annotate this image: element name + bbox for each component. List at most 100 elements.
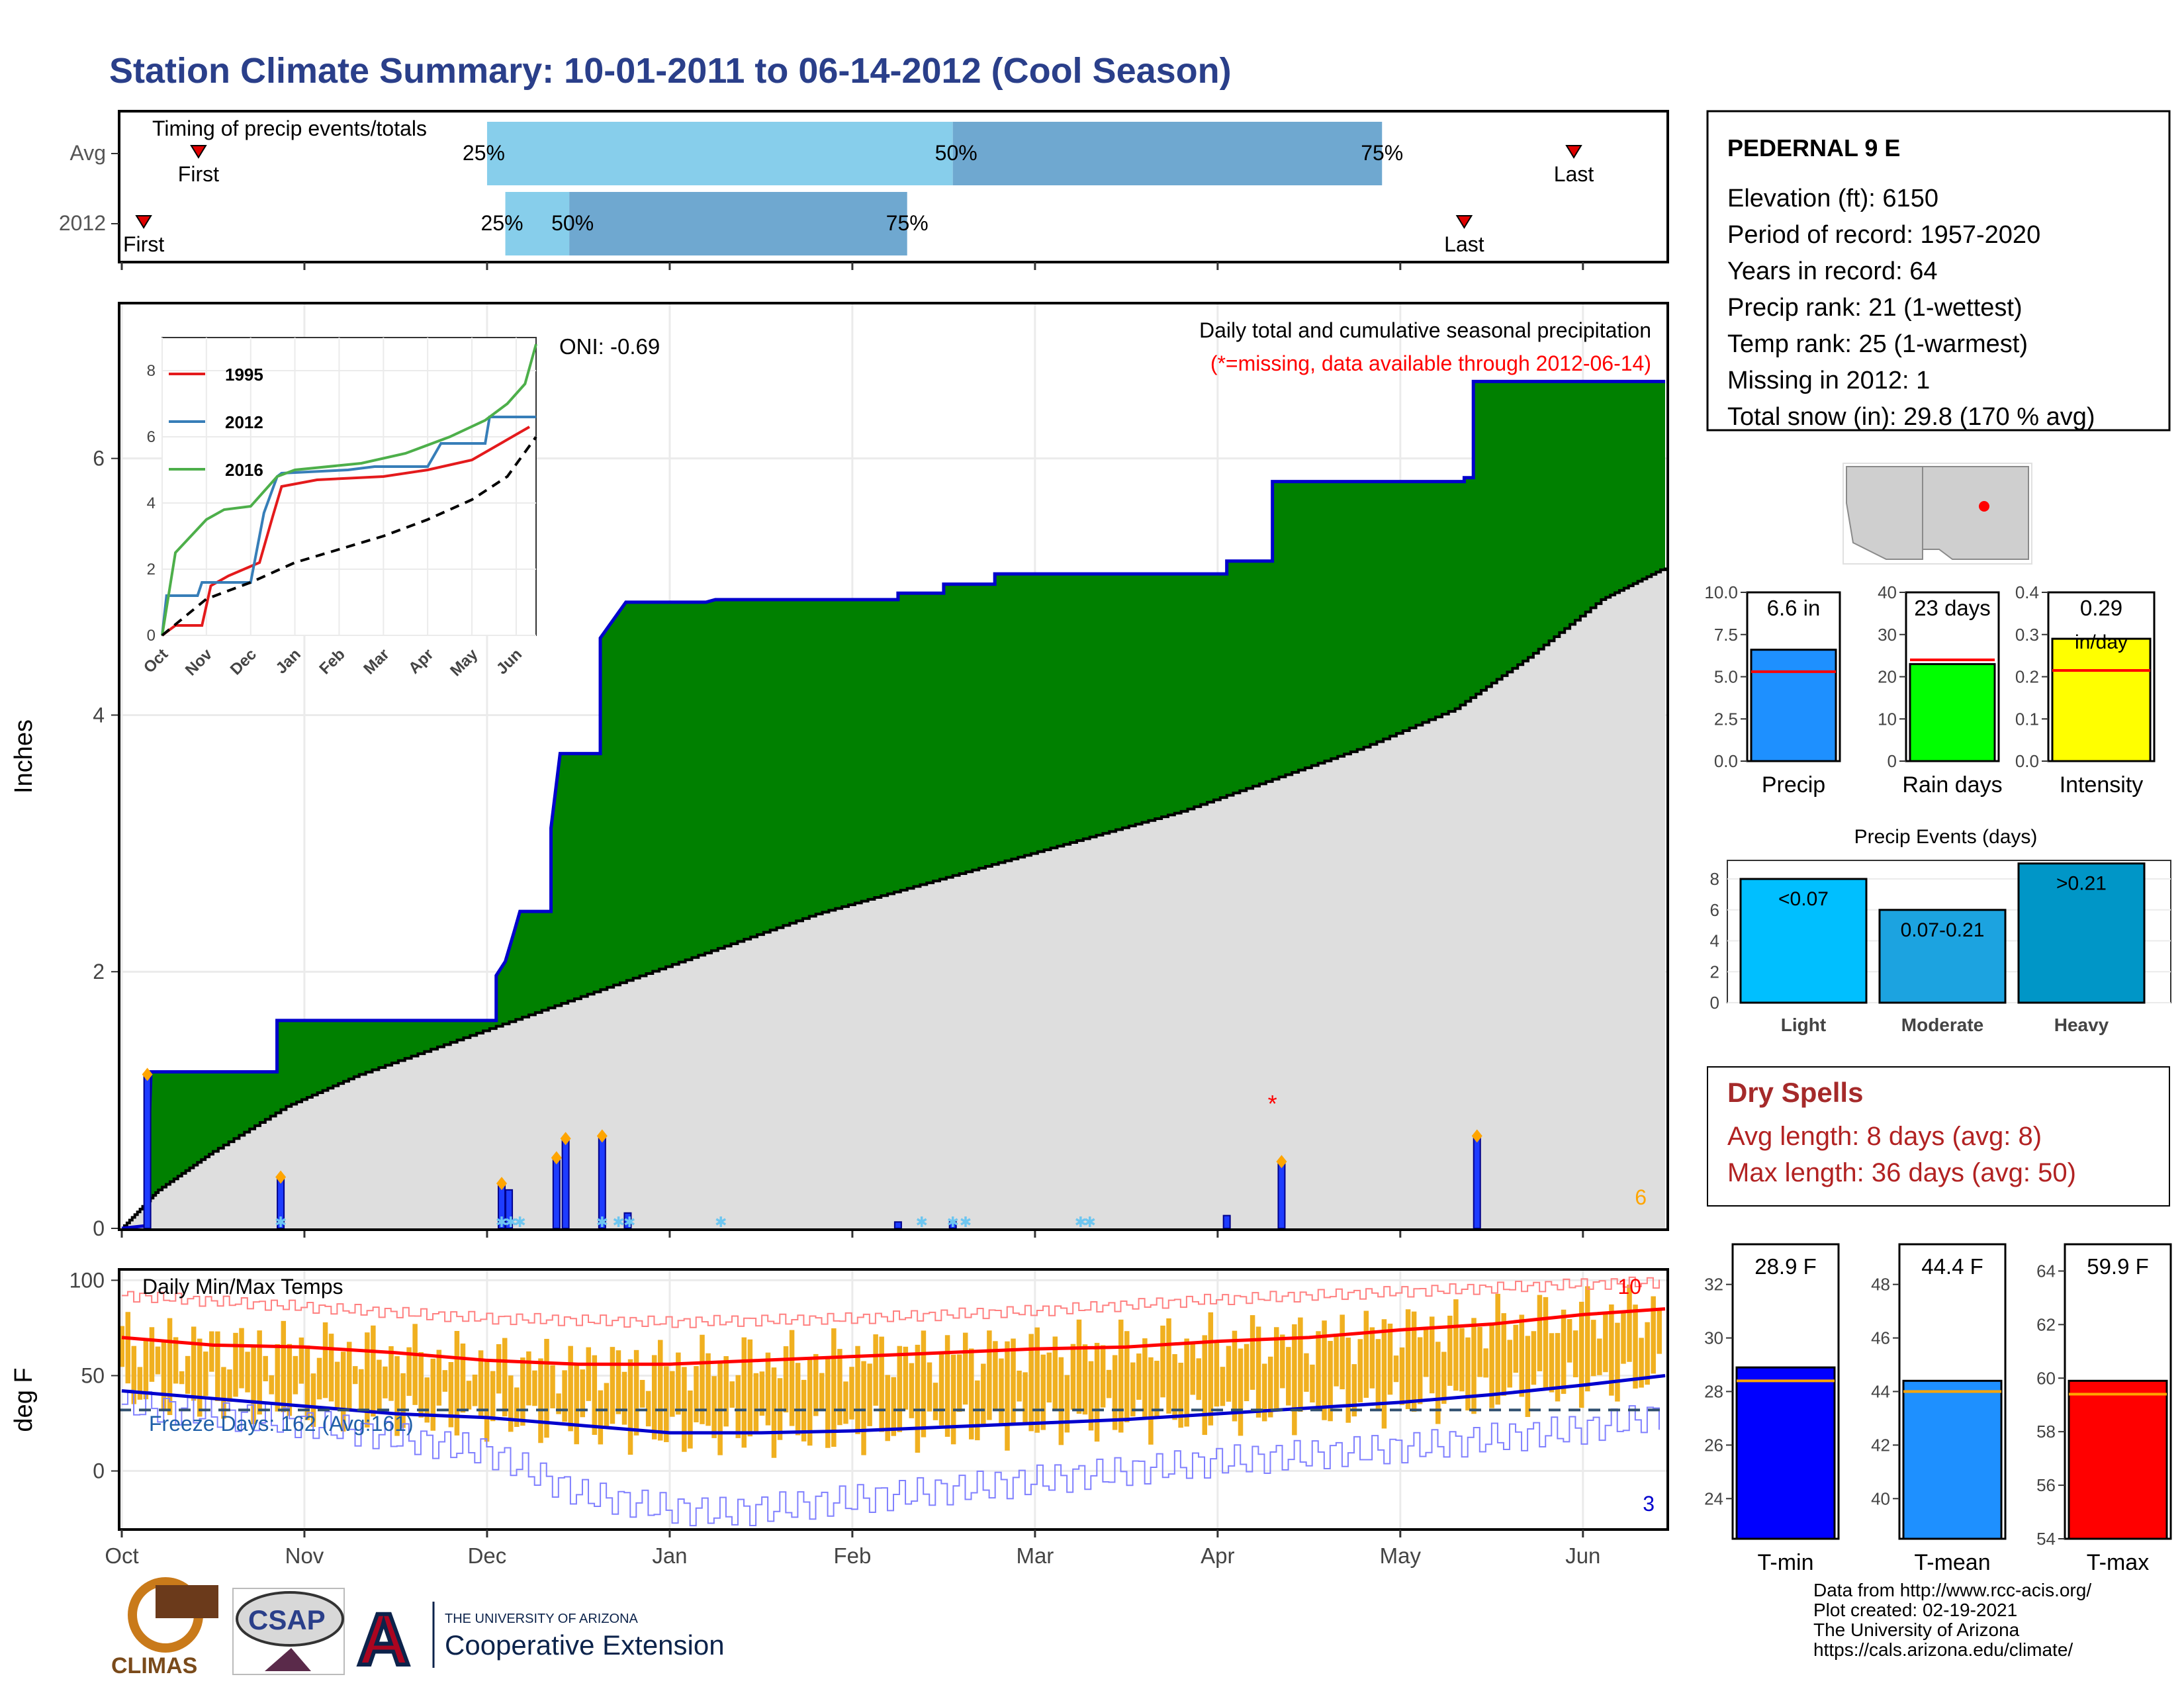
inset-month-label: May (447, 645, 482, 680)
daily-temp-bar (239, 1328, 244, 1389)
daily-temp-bar (1441, 1351, 1447, 1404)
daily-temp-bar (353, 1366, 358, 1385)
station-info-line: Precip rank: 21 (1-wettest) (1727, 294, 2023, 322)
temp-ytick-label: 50 (81, 1363, 105, 1387)
daily-temp-bar (783, 1346, 789, 1413)
daily-temp-bar (1172, 1354, 1177, 1420)
daily-temp-bar (598, 1390, 604, 1445)
daily-temp-bar (1591, 1320, 1596, 1377)
temp-frame (118, 1268, 1669, 1531)
daily-temp-bar (149, 1327, 155, 1382)
daily-temp-bar (322, 1322, 328, 1398)
precip-events-tick-label: 6 (1710, 900, 1719, 920)
daily-temp-bar (1578, 1301, 1584, 1408)
timing-p75-label: 75% (1361, 141, 1403, 165)
ua-logo: A THE UNIVERSITY OF ARIZONA Cooperative … (355, 1597, 725, 1682)
mini-bar-tick-label: 0.3 (2015, 625, 2039, 645)
inset-ytick-label: 4 (147, 494, 156, 512)
timing-first-label: First (123, 232, 164, 256)
daily-temp-bar (1202, 1335, 1208, 1436)
timing-bar-50-75 (569, 192, 907, 255)
daily-temp-bar (562, 1370, 567, 1422)
daily-temp-bar (694, 1366, 699, 1423)
daily-temp-bar (1555, 1333, 1561, 1402)
temp-bar-label: T-mean (1914, 1550, 1990, 1575)
timing-p25-label: 25% (481, 211, 523, 235)
daily-temp-bar (1477, 1326, 1482, 1377)
daily-temp-bar (1609, 1304, 1614, 1396)
precip-events-bar-label: <0.07 (1778, 888, 1829, 910)
mini-bar-unit-label: in/day (2075, 631, 2128, 653)
daily-temp-bar (897, 1346, 903, 1432)
daily-temp-bar (1597, 1338, 1602, 1375)
daily-temp-bar (298, 1337, 304, 1384)
daily-temp-bar (1369, 1327, 1375, 1389)
daily-temp-bar (1190, 1342, 1195, 1395)
daily-temp-bar (1154, 1361, 1160, 1419)
station-info: PEDERNAL 9 E Elevation (ft): 6150 Period … (1706, 110, 2171, 432)
daily-temp-bar (185, 1355, 191, 1394)
climas-wordmark: CLIMAS (111, 1653, 197, 1678)
station-info-line: Years in record: 64 (1727, 257, 1938, 285)
precip-events-category: Heavy (2054, 1015, 2109, 1035)
daily-temp-bar (514, 1387, 520, 1427)
timing-p50-label: 50% (935, 141, 978, 165)
daily-temp-bar (1519, 1314, 1525, 1397)
mini-bar-label: Intensity (2060, 772, 2144, 798)
precip-events-category: Light (1781, 1015, 1826, 1035)
temp-bar-tick-label: 24 (1704, 1488, 1723, 1508)
mini-bar-tick-label: 2.5 (1714, 709, 1738, 729)
daily-temp-bar (1286, 1347, 1291, 1406)
daily-temp-bar (610, 1347, 615, 1424)
daily-temp-bar (1429, 1316, 1435, 1394)
temp-bar-tick-label: 32 (1704, 1275, 1723, 1295)
daily-temp-bar (1507, 1340, 1512, 1388)
daily-temp-bar (657, 1340, 663, 1441)
temp-bar-tick-label: 64 (2036, 1261, 2056, 1281)
daily-temp-bar (574, 1363, 579, 1445)
daily-temp-bar (484, 1361, 490, 1442)
freeze-days-label: Freeze Days: 162 (Avg:161) (149, 1412, 414, 1436)
temp-bar-tick-label: 40 (1871, 1488, 1890, 1508)
daily-temp-bar (1112, 1355, 1118, 1430)
inset-ytick-label: 0 (147, 627, 156, 645)
daily-temp-bar (1267, 1356, 1273, 1418)
temp-bar-tick-label: 26 (1704, 1435, 1723, 1455)
daily-temp-bar (1142, 1338, 1148, 1418)
daily-temp-bar (1106, 1369, 1112, 1398)
daily-temp-bar (125, 1312, 131, 1384)
daily-temp-bar (1465, 1337, 1471, 1411)
daily-temp-bar (688, 1390, 693, 1449)
mini-bar-tick-label: 10.0 (1704, 582, 1738, 602)
precip-events-chart: Precip Events (days) 0 2 4 6 8 <0.07 Light 0.07-… (1710, 826, 2171, 1035)
daily-temp-bar (1232, 1330, 1238, 1422)
record-low-line (122, 1389, 1660, 1527)
daily-temp-bar (747, 1339, 753, 1437)
inset-month-label: Apr (405, 645, 437, 677)
daily-temp-bar (819, 1373, 825, 1412)
month-label: Mar (1016, 1543, 1054, 1568)
timing-label: Timing of precip events/totals (152, 116, 427, 140)
main-subtitle: (*=missing, data available through 2012-… (1210, 351, 1651, 375)
inset-ytick-label: 2 (147, 561, 156, 578)
daily-temp-bar (956, 1354, 962, 1412)
daily-temp-bar (615, 1350, 621, 1414)
daily-temp-bar (1196, 1358, 1201, 1400)
timing-row-label: Avg (69, 141, 106, 165)
daily-temp-bar (538, 1358, 543, 1443)
ua-name: THE UNIVERSITY OF ARIZONA (445, 1612, 639, 1626)
temperature-bars: 24 26 28 30 32 28.9 F T-min 40 42 44 46 48 44.4 F T-m… (1704, 1243, 2172, 1575)
timing-first-marker-icon (190, 145, 207, 159)
daily-temp-bar (711, 1376, 717, 1438)
daily-temp-bar (1615, 1322, 1620, 1402)
daily-temp-bar (173, 1337, 179, 1384)
temp-bar-tick-label: 48 (1871, 1275, 1890, 1295)
daily-temp-bar (442, 1370, 448, 1392)
precip-events-category: Moderate (1901, 1015, 1983, 1035)
dry-spells-box: Dry Spells Avg length: 8 days (avg: 8) M… (1707, 1066, 2170, 1207)
daily-temp-bar (1160, 1325, 1165, 1398)
daily-temp-bar (191, 1326, 197, 1401)
daily-temp-bar (885, 1375, 890, 1441)
daily-temp-bar (1543, 1297, 1549, 1389)
daily-precip-bar (893, 1221, 902, 1229)
